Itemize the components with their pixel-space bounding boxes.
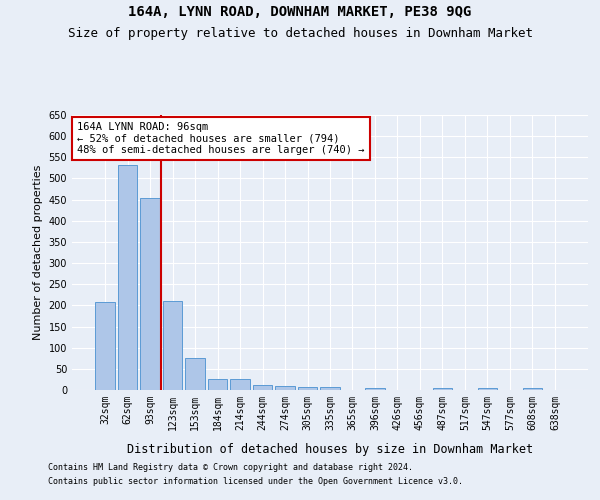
Text: Contains public sector information licensed under the Open Government Licence v3: Contains public sector information licen…	[48, 477, 463, 486]
Bar	[140, 198, 160, 390]
Text: Distribution of detached houses by size in Downham Market: Distribution of detached houses by size …	[127, 442, 533, 456]
Bar	[433, 388, 452, 390]
Text: Contains HM Land Registry data © Crown copyright and database right 2024.: Contains HM Land Registry data © Crown c…	[48, 464, 413, 472]
Text: 164A, LYNN ROAD, DOWNHAM MARKET, PE38 9QG: 164A, LYNN ROAD, DOWNHAM MARKET, PE38 9Q…	[128, 5, 472, 19]
Bar	[230, 380, 250, 390]
Bar	[523, 388, 542, 390]
Text: Size of property relative to detached houses in Downham Market: Size of property relative to detached ho…	[67, 28, 533, 40]
Bar	[320, 386, 340, 390]
Bar	[163, 301, 182, 390]
Bar	[298, 386, 317, 390]
Text: 164A LYNN ROAD: 96sqm
← 52% of detached houses are smaller (794)
48% of semi-det: 164A LYNN ROAD: 96sqm ← 52% of detached …	[77, 122, 365, 155]
Bar	[185, 358, 205, 390]
Y-axis label: Number of detached properties: Number of detached properties	[33, 165, 43, 340]
Bar	[253, 384, 272, 390]
Bar	[95, 302, 115, 390]
Bar	[478, 388, 497, 390]
Bar	[208, 378, 227, 390]
Bar	[275, 386, 295, 390]
Bar	[365, 388, 385, 390]
Bar	[118, 164, 137, 390]
